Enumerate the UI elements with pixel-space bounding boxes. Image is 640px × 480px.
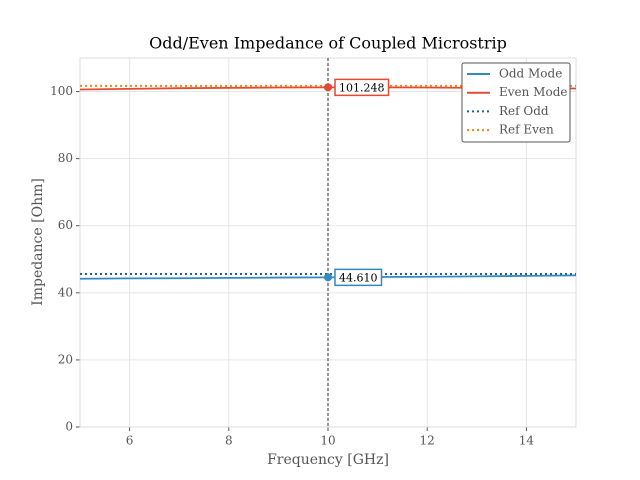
y-tick-label: 100 (50, 84, 73, 98)
y-tick-label: 0 (65, 420, 73, 434)
annotation-box (334, 268, 383, 287)
legend-label: Ref Odd (499, 104, 549, 118)
y-axis-label: Impedance [Ohm] (30, 178, 46, 306)
annotation-label: 101.248 (339, 81, 385, 94)
legend-label: Ref Even (499, 123, 554, 137)
legend-label: Even Mode (499, 85, 567, 99)
x-tick-label: 6 (126, 434, 134, 448)
legend-label: Odd Mode (499, 67, 562, 81)
y-tick-label: 60 (58, 218, 73, 232)
x-tick-label: 12 (420, 434, 435, 448)
x-tick-label: 10 (320, 434, 335, 448)
legend-box (461, 62, 571, 143)
x-axis-label: Frequency [GHz] (267, 452, 389, 468)
y-tick-label: 80 (58, 151, 73, 165)
annotation-box (334, 78, 390, 97)
x-tick-label: 8 (225, 434, 233, 448)
annotation-label: 44.610 (339, 271, 378, 284)
chart-title: Odd/Even Impedance of Coupled Microstrip (149, 34, 507, 53)
x-tick-label: 14 (519, 434, 535, 448)
marker-point (324, 273, 332, 282)
y-tick-label: 40 (58, 285, 73, 299)
marker-point (324, 83, 332, 92)
y-tick-label: 20 (58, 352, 73, 366)
